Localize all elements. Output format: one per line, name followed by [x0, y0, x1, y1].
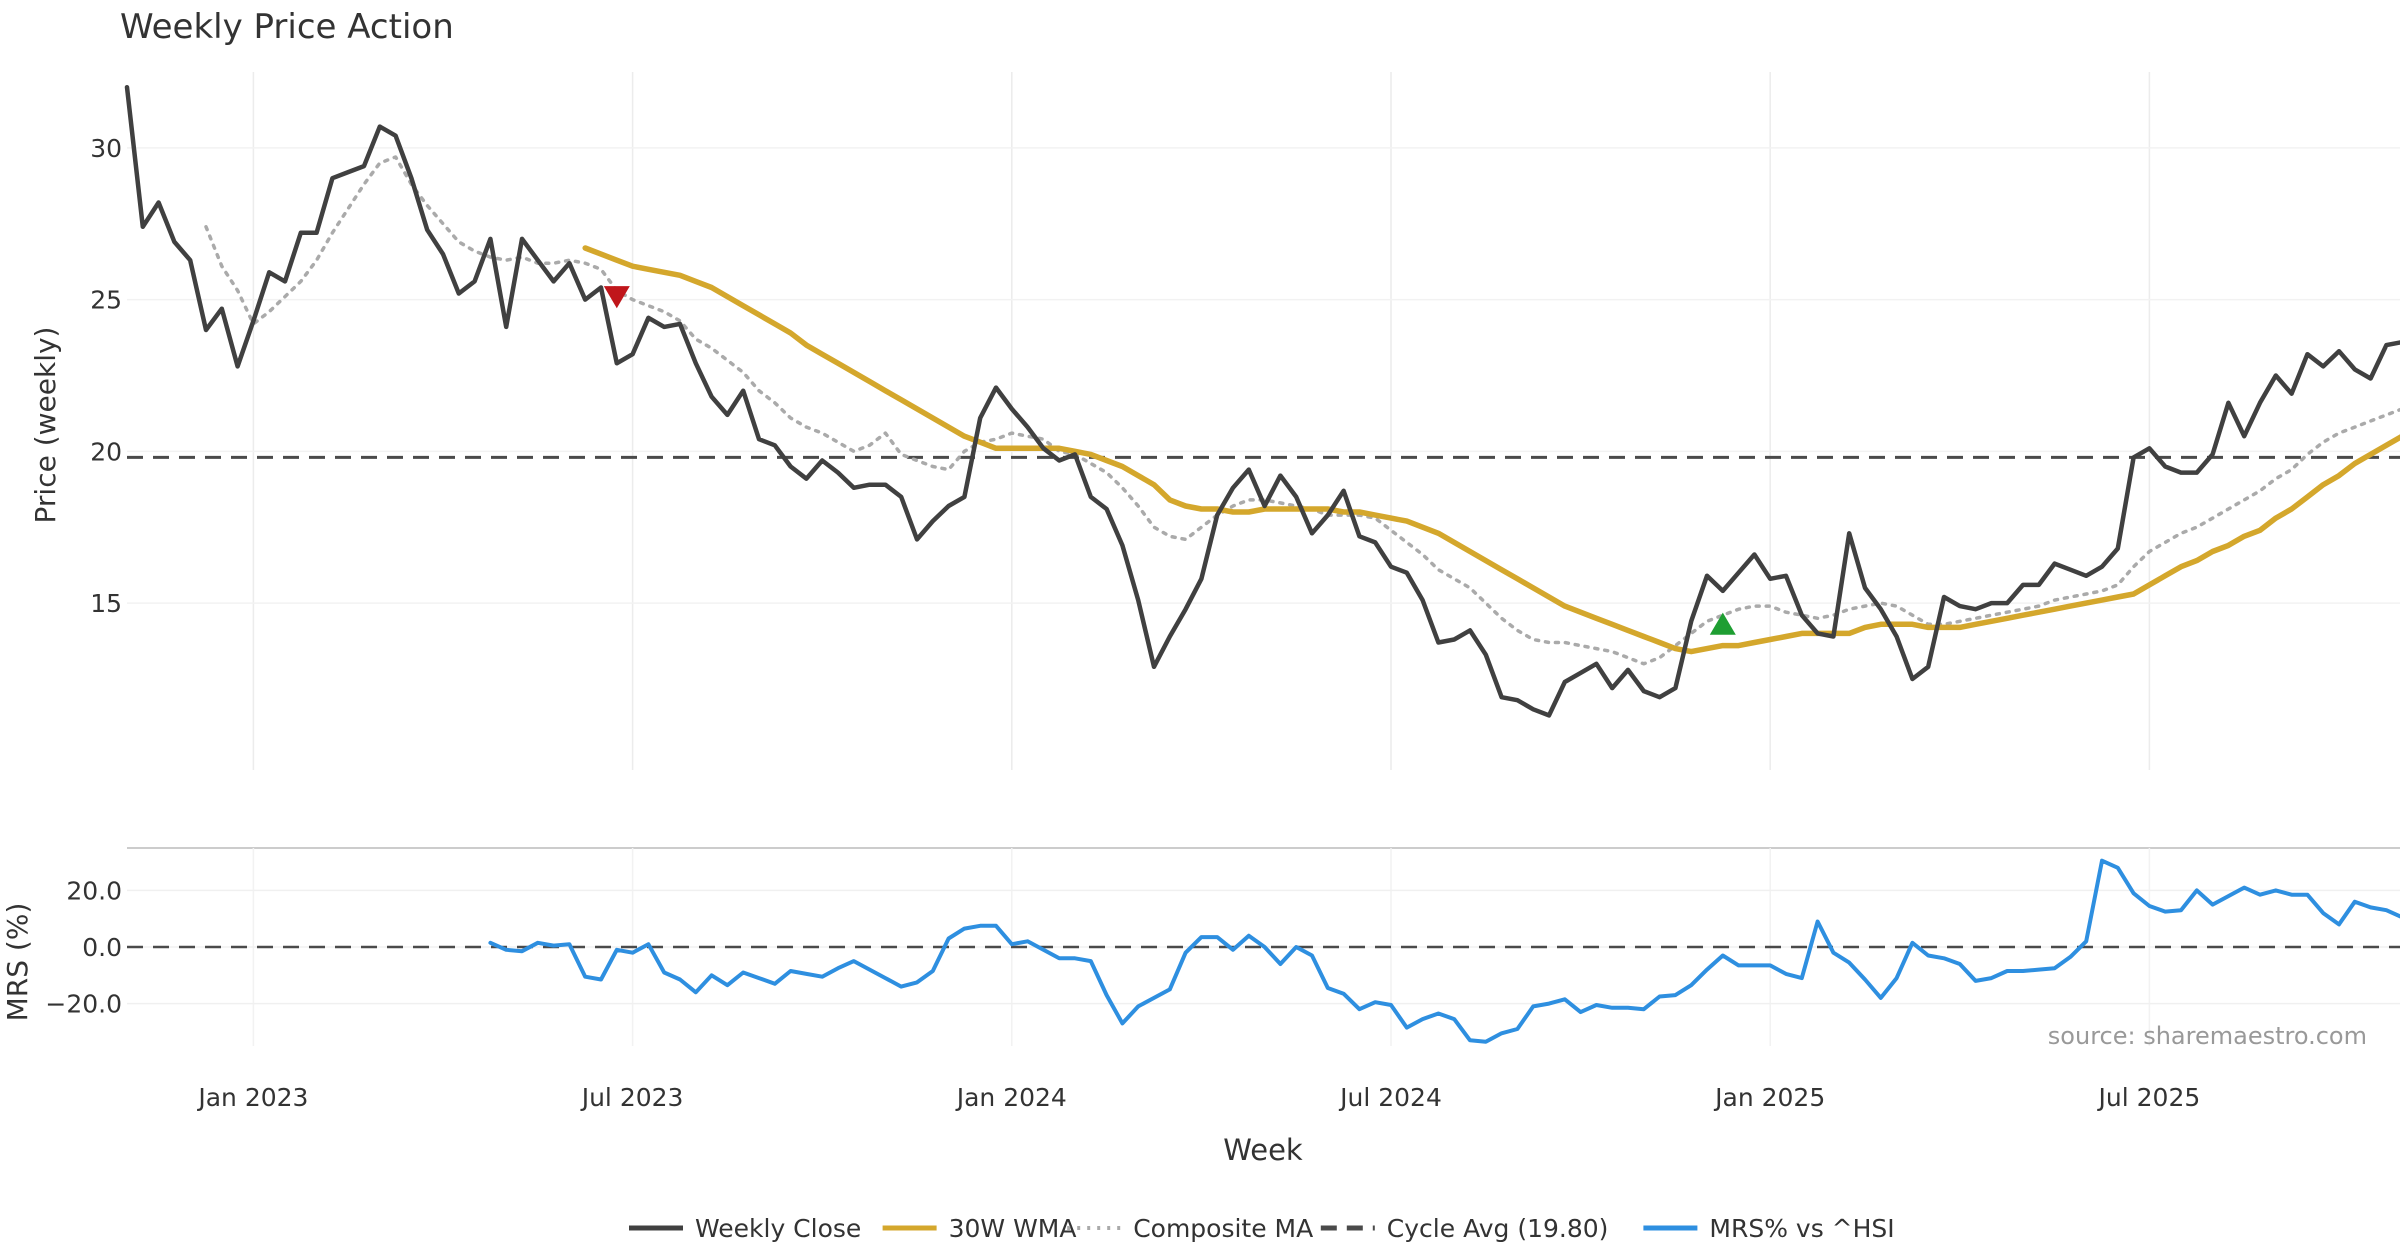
- price-panel: 15 20 25 30 Price (weekly): [29, 72, 2400, 770]
- mrs-y-axis-label: MRS (%): [1, 903, 34, 1022]
- composite-ma-line: [204, 155, 2400, 666]
- sell-signal-marker: [603, 286, 630, 309]
- mrs-y-tick-label: −20.0: [45, 990, 122, 1019]
- x-tick-label: Jan 2025: [1713, 1083, 1825, 1112]
- price-y-tick-labels: 15 20 25 30: [90, 134, 122, 618]
- mrs-y-tick-label: 20.0: [66, 876, 122, 905]
- mrs-series-layer: [488, 858, 2400, 1044]
- x-tick-label: Jul 2025: [2097, 1083, 2201, 1112]
- mrs-line: [488, 858, 2400, 1044]
- legend: Weekly Close 30W WMA Composite MA Cycle Avg…: [629, 1214, 1895, 1243]
- price-y-tick-label: 30: [90, 134, 122, 163]
- chart-title: Weekly Price Action: [120, 7, 454, 47]
- wma-30w-line: [582, 245, 2400, 655]
- legend-label: Cycle Avg (19.80): [1387, 1214, 1609, 1243]
- mrs-y-tick-label: 0.0: [82, 933, 122, 962]
- price-y-tick-label: 25: [90, 286, 122, 315]
- weekly-close-line: [124, 84, 2400, 718]
- legend-label: 30W WMA: [949, 1214, 1077, 1243]
- x-axis-label: Week: [1223, 1133, 1303, 1167]
- legend-label: Composite MA: [1133, 1214, 1313, 1243]
- price-y-tick-label: 15: [90, 589, 122, 618]
- mrs-panel: −20.0 0.0 20.0 Jan 2023 Jul 2023 Jan 2024 Jul…: [1, 847, 2400, 1167]
- x-tick-label: Jan 2024: [955, 1083, 1067, 1112]
- price-gridlines: [127, 72, 2400, 770]
- price-series-layer: [124, 84, 2400, 718]
- source-annotation: source: sharemaestro.com: [2048, 1022, 2367, 1050]
- legend-label: Weekly Close: [695, 1214, 861, 1243]
- x-tick-label: Jul 2024: [1338, 1083, 1442, 1112]
- signal-markers-layer: [603, 286, 1736, 635]
- price-y-tick-label: 20: [90, 437, 122, 466]
- x-tick-labels: Jan 2023 Jul 2023 Jan 2024 Jul 2024 Jan 2025…: [196, 1083, 2200, 1112]
- legend-label: MRS% vs ^HSI: [1709, 1214, 1894, 1243]
- price-y-axis-label: Price (weekly): [29, 327, 62, 524]
- buy-signal-marker: [1709, 612, 1736, 635]
- x-tick-label: Jul 2023: [580, 1083, 684, 1112]
- x-tick-label: Jan 2023: [196, 1083, 308, 1112]
- mrs-y-tick-labels: −20.0 0.0 20.0: [45, 876, 122, 1018]
